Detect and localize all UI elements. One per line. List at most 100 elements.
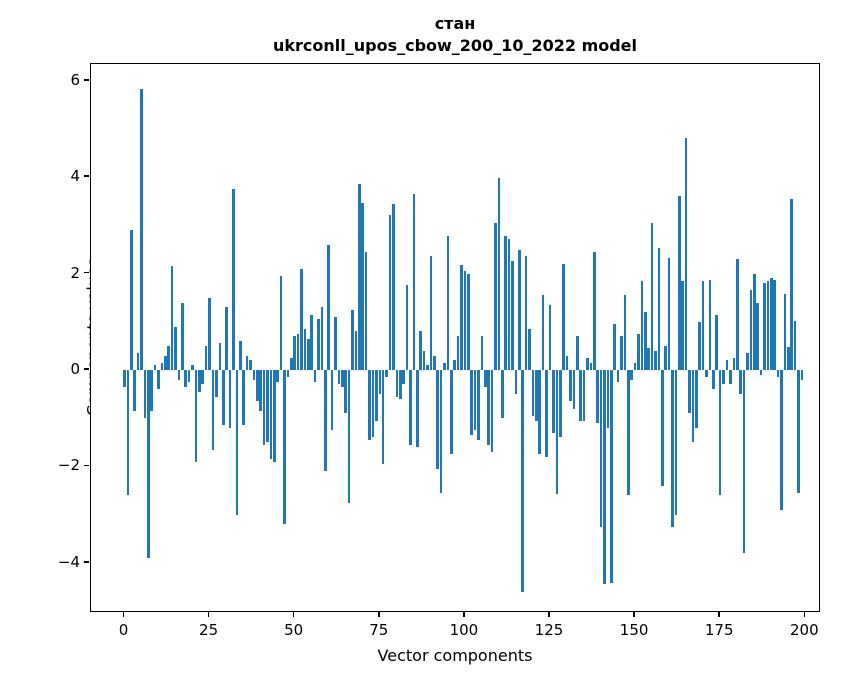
bar [790, 198, 793, 370]
bar [211, 370, 215, 450]
bar [436, 370, 439, 469]
bar [538, 370, 542, 455]
bar [392, 203, 395, 370]
bar [780, 370, 783, 511]
y-tick-mark [84, 79, 89, 81]
bar [429, 256, 433, 370]
bar [136, 353, 140, 370]
bar [531, 370, 535, 416]
bar [749, 289, 753, 370]
bar [691, 370, 695, 443]
bar [317, 319, 320, 370]
bar [361, 202, 365, 370]
bar [555, 370, 559, 494]
bar [735, 259, 739, 370]
bar [194, 370, 198, 462]
bar [701, 280, 705, 370]
bar [599, 370, 603, 527]
bar [218, 343, 222, 370]
bar [756, 302, 759, 370]
chart-subtitle: ukrconll_upos_cbow_200_10_2022 model [272, 36, 638, 55]
y-tick-label: 4 [70, 167, 80, 186]
bar [616, 370, 620, 383]
bar [422, 350, 426, 370]
bar [528, 329, 531, 370]
bar [797, 370, 800, 493]
bar [579, 370, 582, 421]
bar [123, 370, 126, 387]
bar [150, 370, 154, 411]
bar [215, 370, 218, 397]
bar [289, 357, 293, 370]
x-tick-mark [803, 612, 806, 617]
bar [688, 370, 691, 414]
bar [347, 370, 351, 503]
x-tick-label: 25 [199, 621, 219, 639]
bar [238, 341, 242, 370]
bar [310, 314, 313, 370]
bar [341, 370, 344, 387]
bar [395, 370, 399, 397]
bar [793, 320, 797, 370]
bar [443, 362, 446, 370]
bar [501, 370, 504, 419]
bar [589, 362, 593, 370]
bar [419, 331, 422, 370]
bar [303, 329, 307, 370]
x-tick-label: 175 [704, 621, 734, 639]
bar [769, 277, 773, 370]
bar [586, 357, 589, 370]
x-tick-mark [463, 612, 465, 617]
x-tick-label: 75 [369, 621, 389, 639]
bar [490, 370, 494, 452]
x-tick-mark [378, 612, 380, 617]
bar [160, 362, 164, 370]
bar [143, 370, 147, 419]
bar [449, 370, 453, 455]
bar [746, 353, 749, 370]
bar [133, 370, 136, 411]
bar [221, 370, 225, 426]
bar [181, 302, 184, 370]
bar [507, 239, 511, 370]
bar [307, 338, 310, 370]
x-axis-label: Vector components [377, 646, 533, 665]
bar [718, 370, 722, 496]
bar [504, 235, 508, 370]
bar [463, 271, 467, 370]
x-tick-label: 200 [789, 621, 819, 639]
bar [167, 345, 171, 370]
bar [623, 295, 627, 370]
bar [524, 256, 528, 370]
bar [603, 370, 606, 585]
bar [269, 370, 273, 460]
bar [705, 370, 708, 378]
bar [177, 370, 181, 380]
bar [562, 263, 565, 370]
bar [334, 316, 337, 370]
y-tick-label: 2 [70, 263, 80, 282]
bar [293, 336, 296, 370]
bar [725, 360, 729, 370]
x-tick-label: 150 [619, 621, 649, 639]
bar [480, 336, 484, 370]
bar [759, 370, 763, 375]
bar [201, 370, 205, 385]
bar [255, 370, 259, 402]
bar [786, 346, 790, 370]
bar [262, 370, 266, 445]
bar [640, 280, 644, 370]
bar [283, 370, 286, 525]
bar [371, 370, 375, 438]
bar [405, 285, 409, 370]
bar [296, 333, 300, 370]
bar [521, 370, 525, 592]
bar [609, 370, 613, 583]
bar [235, 370, 239, 515]
bar [130, 230, 133, 370]
bar [552, 370, 555, 433]
y-tick-label: −4 [57, 552, 80, 571]
bar [412, 193, 416, 370]
bar [344, 370, 348, 414]
